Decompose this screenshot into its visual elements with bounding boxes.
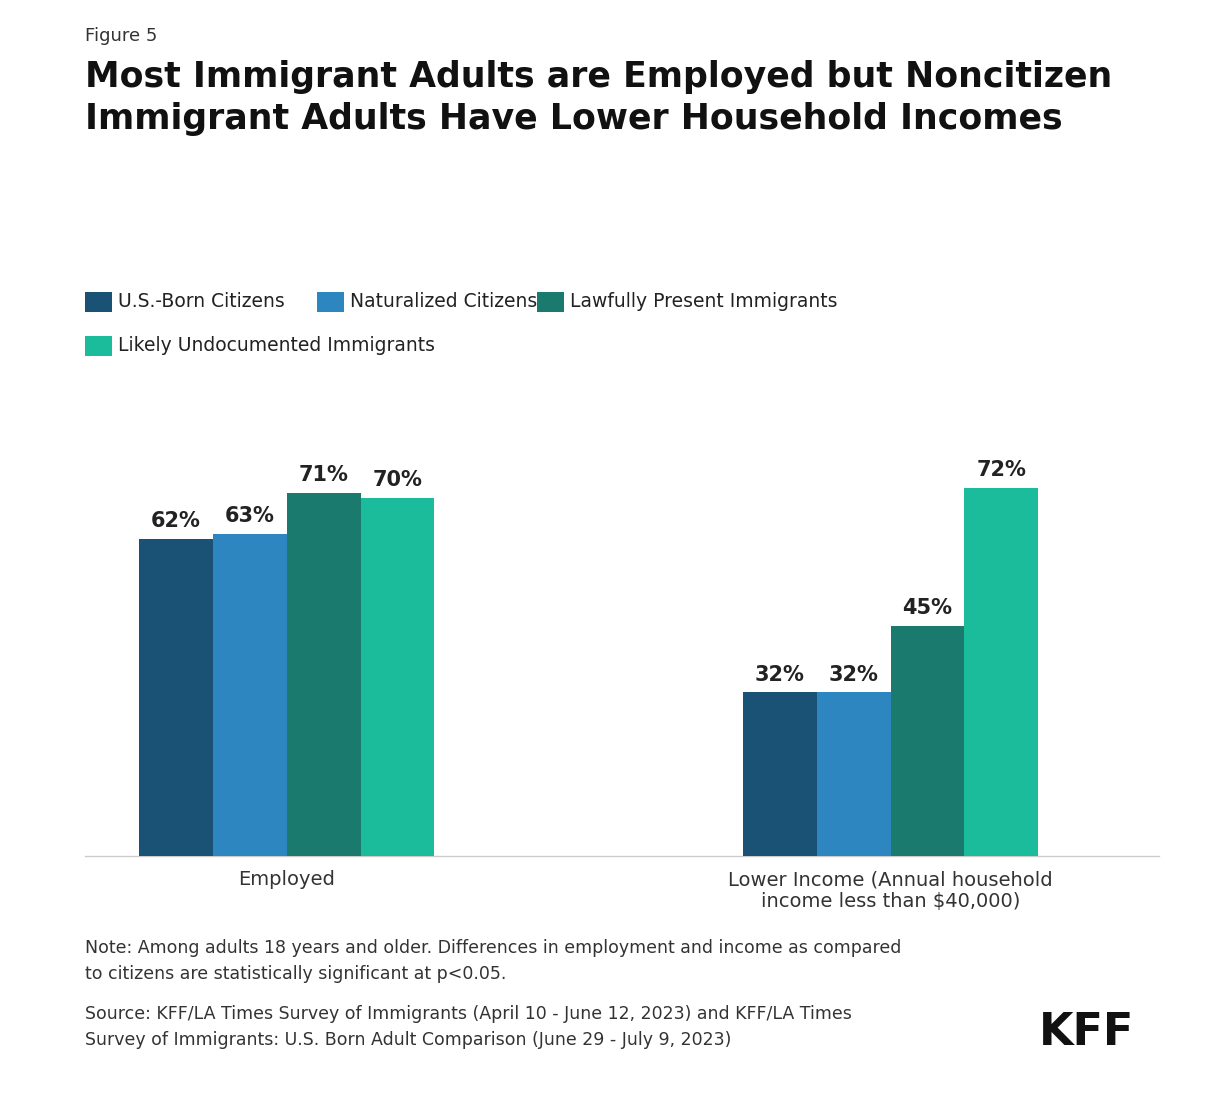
Text: 72%: 72% <box>976 460 1026 480</box>
Bar <box>816 693 891 856</box>
Text: Figure 5: Figure 5 <box>85 27 157 45</box>
Text: Likely Undocumented Immigrants: Likely Undocumented Immigrants <box>118 336 436 356</box>
Bar <box>361 497 434 856</box>
Text: KFF: KFF <box>1039 1011 1135 1054</box>
Text: 32%: 32% <box>828 664 878 685</box>
Text: 63%: 63% <box>224 506 274 526</box>
Text: 45%: 45% <box>903 598 953 618</box>
Bar <box>964 488 1038 856</box>
Text: 70%: 70% <box>372 470 422 490</box>
Bar <box>287 493 360 856</box>
Text: Source: KFF/LA Times Survey of Immigrants (April 10 - June 12, 2023) and KFF/LA : Source: KFF/LA Times Survey of Immigrant… <box>85 1005 853 1049</box>
Text: U.S.-Born Citizens: U.S.-Born Citizens <box>118 292 285 312</box>
Text: Note: Among adults 18 years and older. Differences in employment and income as c: Note: Among adults 18 years and older. D… <box>85 939 902 983</box>
Bar <box>891 626 964 856</box>
Bar <box>139 539 212 856</box>
Text: Naturalized Citizens: Naturalized Citizens <box>350 292 537 312</box>
Bar <box>212 534 287 856</box>
Text: 62%: 62% <box>151 511 201 531</box>
Bar <box>743 693 817 856</box>
Text: Most Immigrant Adults are Employed but Noncitizen
Immigrant Adults Have Lower Ho: Most Immigrant Adults are Employed but N… <box>85 60 1113 136</box>
Text: 32%: 32% <box>755 664 805 685</box>
Text: Lawfully Present Immigrants: Lawfully Present Immigrants <box>570 292 837 312</box>
Text: 71%: 71% <box>299 464 349 485</box>
